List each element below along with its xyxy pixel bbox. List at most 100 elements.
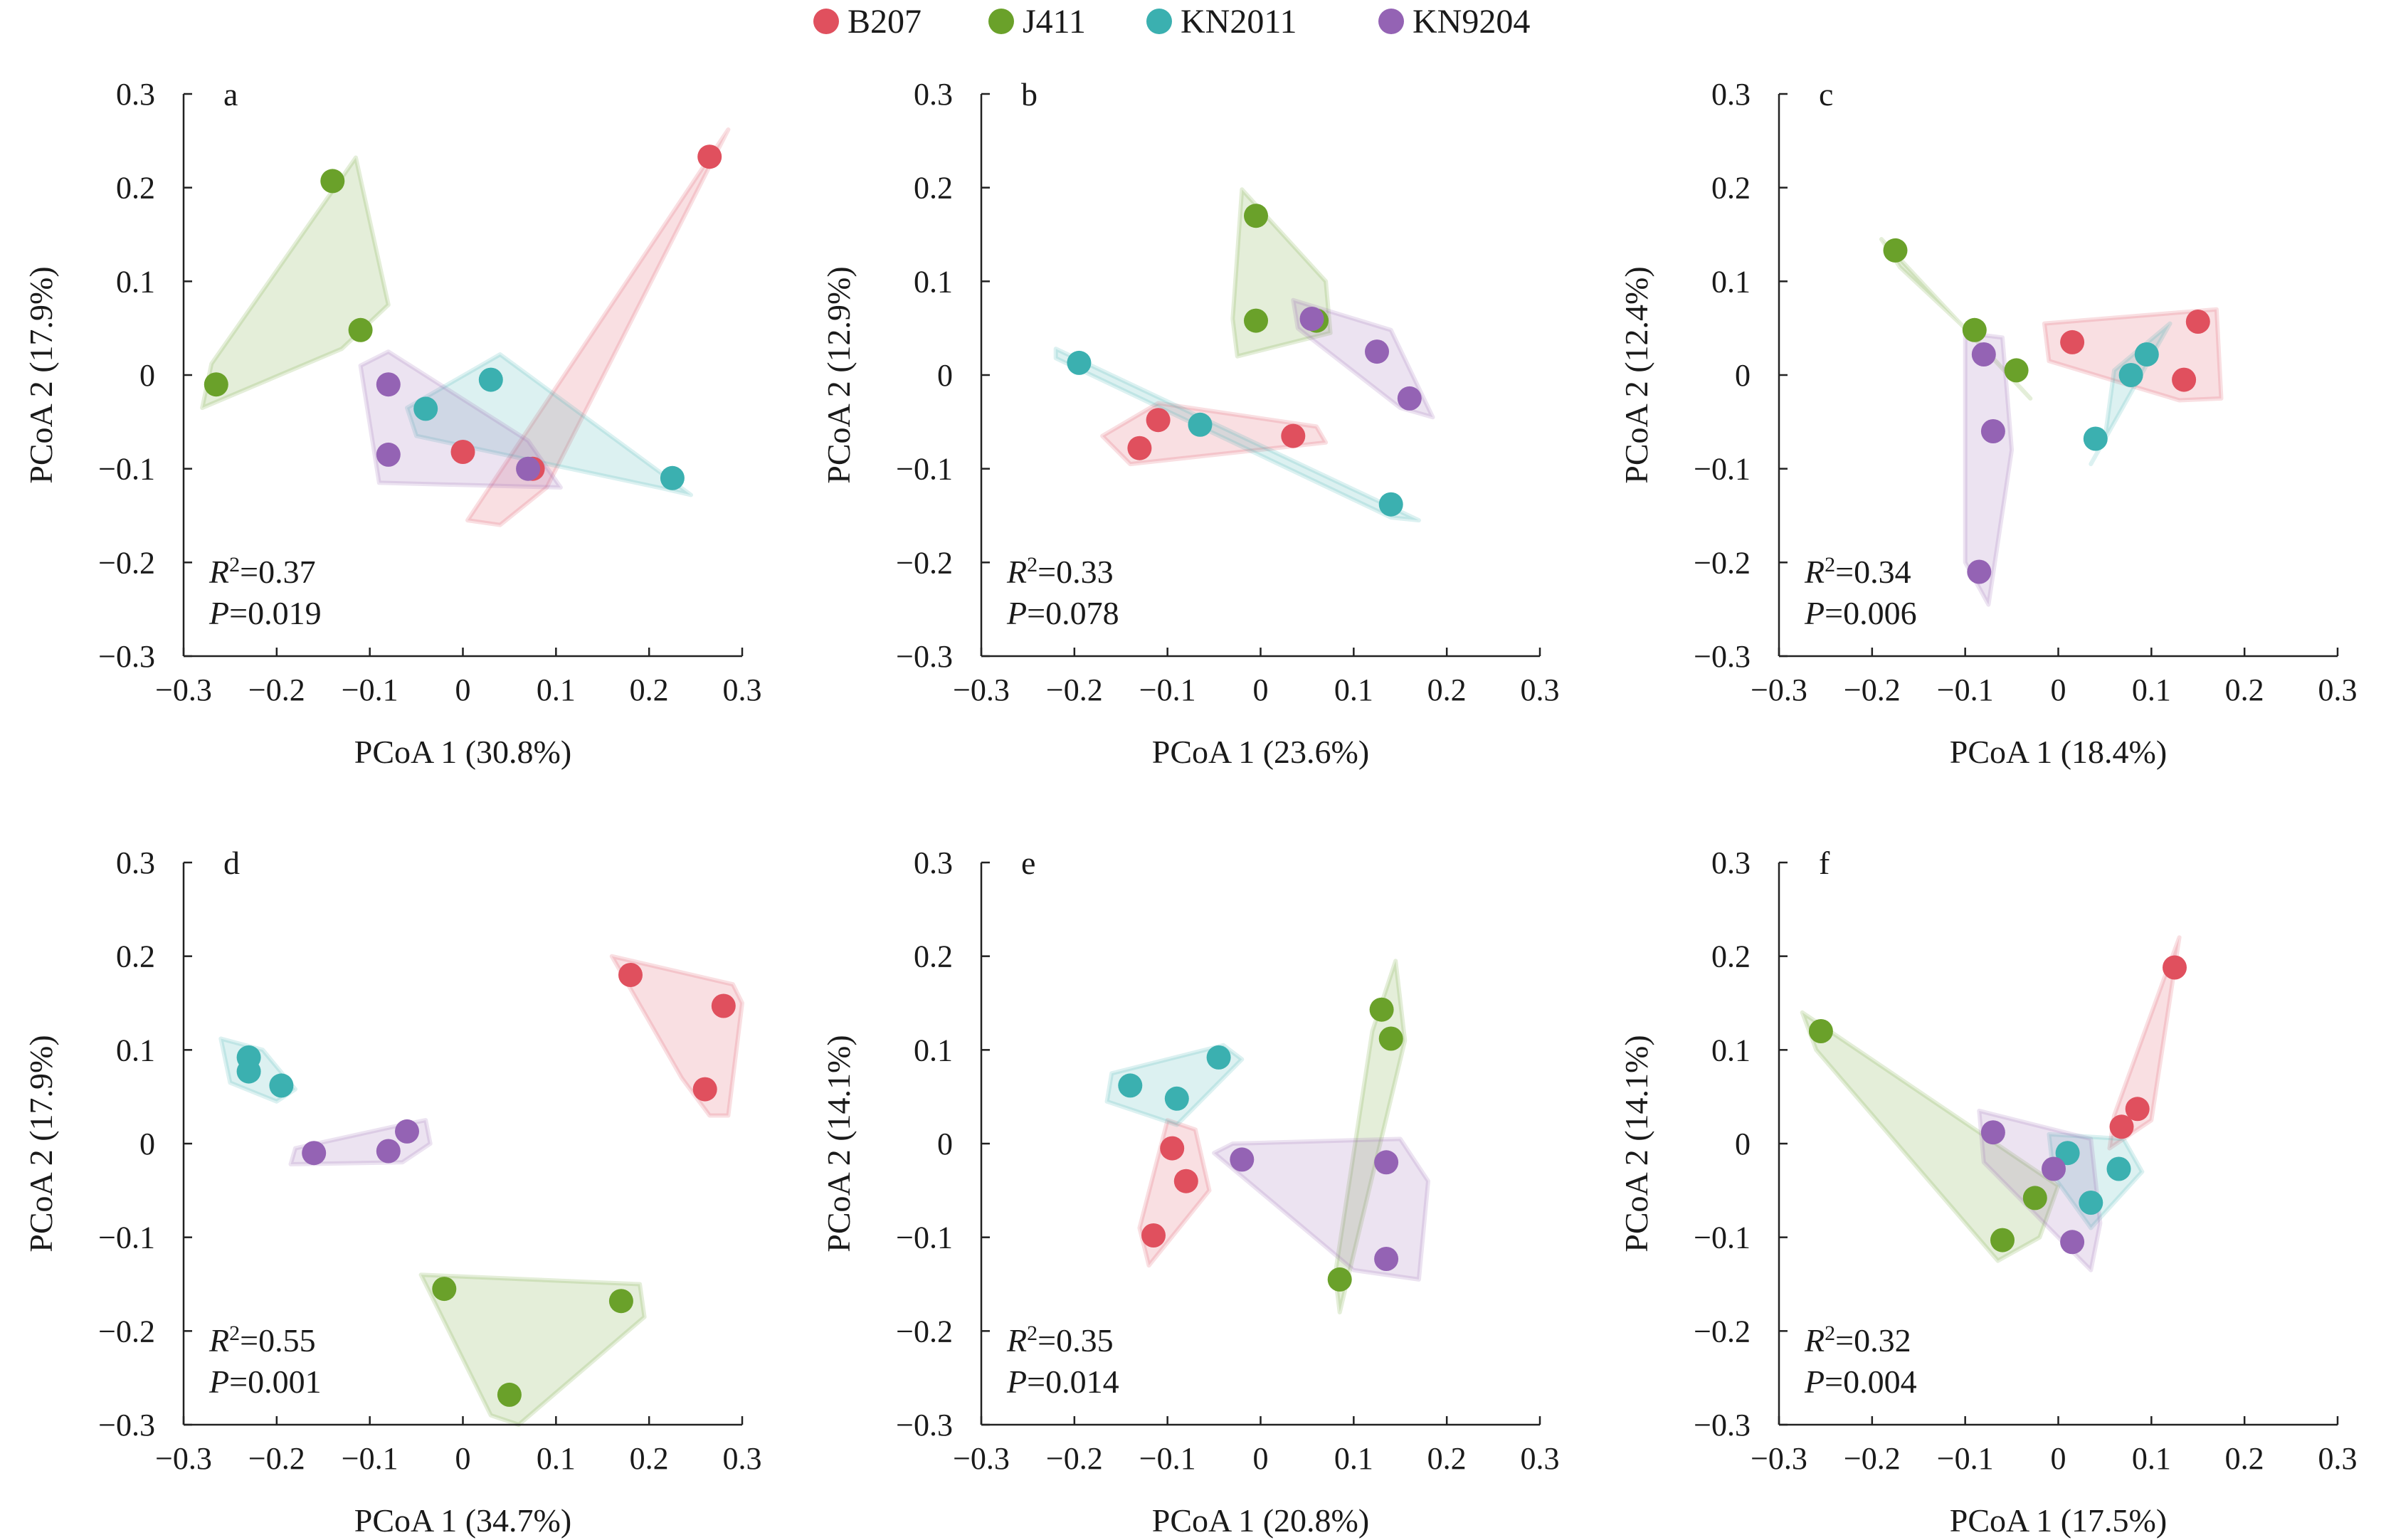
point-kn2011	[2134, 342, 2159, 366]
x-axis-label: PCoA 1 (23.6%)	[1152, 734, 1369, 770]
point-kn2011	[1067, 350, 1092, 375]
point-kn2011	[236, 1059, 261, 1084]
hull-kn9204	[358, 349, 563, 490]
point-j411	[204, 372, 228, 397]
point-b207	[711, 993, 736, 1018]
panel-f: −0.3 −0.2 −0.1 0 0.1 0.2 0.3 0.3 0.2 0.1 0 −0.1 −0.2…	[1618, 845, 2358, 1539]
hull-b207	[609, 954, 744, 1118]
point-b207	[2125, 1097, 2150, 1122]
legend-item-b207: B207	[813, 3, 922, 41]
point-b207	[618, 963, 643, 987]
y-tick-label: 0.1	[1711, 264, 1751, 299]
y-tick-label: −0.3	[98, 1408, 155, 1443]
y-tick-label: −0.1	[98, 452, 155, 487]
p-value-stat: P=0.078	[1006, 595, 1119, 631]
point-kn9204	[376, 442, 401, 467]
point-j411	[1962, 317, 1987, 342]
p-value: 0.006	[1843, 595, 1917, 631]
point-kn9204	[1980, 1120, 2005, 1145]
p-equals: =	[1825, 1364, 1843, 1400]
p-symbol: P	[1006, 595, 1027, 631]
point-b207	[1141, 1223, 1166, 1248]
point-b207	[2109, 1114, 2134, 1139]
p-symbol: P	[1804, 1364, 1825, 1400]
p-symbol: P	[1804, 595, 1825, 631]
r-squared-stat: R2=0.37	[208, 553, 316, 590]
y-axis-label: PCoA 2 (12.9%)	[820, 266, 857, 483]
r-squared-equals: =	[1038, 1322, 1056, 1359]
x-tick-label: 0.2	[1427, 673, 1467, 707]
y-tick-label: 0.3	[914, 845, 953, 880]
x-tick-label: −0.1	[1139, 673, 1196, 707]
r-squared-stat: R2=0.35	[1006, 1322, 1114, 1359]
y-tick-label: 0.3	[1711, 77, 1751, 112]
x-tick-label: −0.1	[342, 1441, 398, 1476]
y-tick-label: 0.3	[914, 77, 953, 112]
legend-item-j411: J411	[988, 3, 1086, 41]
hull-j411	[418, 1272, 647, 1427]
x-tick-label: −0.2	[1844, 1441, 1901, 1476]
y-tick-label: 0.1	[116, 1033, 155, 1067]
y-tick-label: −0.2	[1694, 545, 1751, 580]
x-tick-label: −0.3	[953, 673, 1010, 707]
p-symbol: P	[208, 595, 229, 631]
data-points	[236, 963, 736, 1407]
panel-a: −0.3 −0.2 −0.1 0 0.1 0.2 0.3 0.3 0.2 0.1 0 −0.1 −0.2…	[23, 76, 762, 770]
point-b207	[2172, 367, 2197, 392]
point-kn9204	[1230, 1147, 1255, 1172]
y-tick-label: −0.1	[1694, 452, 1751, 487]
x-axis-label: PCoA 1 (34.7%)	[354, 1502, 571, 1539]
y-tick-label: 0	[937, 358, 953, 393]
x-tick-label: −0.2	[1046, 1441, 1103, 1476]
hull-kn2011	[1104, 1043, 1245, 1127]
y-tick-label: 0.3	[116, 77, 155, 112]
y-tick-label: −0.2	[1694, 1314, 1751, 1349]
r-squared-equals: =	[1835, 554, 1854, 590]
x-tick-label: 0.2	[1427, 1441, 1467, 1476]
x-tick-label: 0.1	[537, 1441, 576, 1476]
point-kn2011	[2055, 1141, 2080, 1166]
point-kn9204	[1967, 559, 1992, 584]
y-tick-label: 0.2	[116, 939, 155, 974]
y-tick-label: −0.2	[98, 545, 155, 580]
p-value-stat: P=0.006	[1804, 595, 1917, 631]
y-axis-label: PCoA 2 (17.9%)	[23, 1035, 59, 1252]
x-tick-label: −0.3	[953, 1441, 1010, 1476]
x-tick-label: 0	[2051, 1441, 2066, 1476]
r-squared-equals: =	[1835, 1322, 1854, 1359]
point-kn9204	[1374, 1150, 1399, 1175]
x-tick-label: −0.2	[248, 673, 305, 707]
point-b207	[692, 1077, 717, 1102]
point-kn2011	[2083, 426, 2108, 451]
hull-b207	[465, 127, 731, 527]
r-squared-exponent: 2	[229, 1322, 240, 1345]
point-kn9204	[2060, 1230, 2085, 1255]
y-tick-label: 0.2	[914, 171, 953, 206]
point-kn9204	[395, 1119, 419, 1144]
y-tick-label: −0.2	[896, 1314, 953, 1349]
y-axis-label: PCoA 2 (12.4%)	[1618, 266, 1654, 483]
y-tick-label: 0	[139, 1127, 155, 1161]
y-tick-label: 0	[937, 1127, 953, 1161]
x-tick-label: 0.1	[537, 673, 576, 707]
group-hulls	[200, 127, 731, 527]
y-tick-label: −0.3	[98, 639, 155, 674]
x-tick-label: −0.1	[1937, 673, 1994, 707]
r-squared-stat: R2=0.32	[1804, 1322, 1911, 1359]
y-tick-label: −0.3	[896, 639, 953, 674]
data-points	[1883, 238, 2210, 584]
point-j411	[497, 1382, 522, 1407]
x-tick-label: 0.3	[723, 1441, 762, 1476]
r-squared-value: 0.34	[1854, 554, 1911, 590]
point-b207	[1146, 408, 1171, 433]
point-b207	[1173, 1169, 1198, 1193]
point-b207	[1160, 1136, 1185, 1161]
point-kn9204	[376, 1139, 401, 1164]
panel-letter: b	[1021, 76, 1038, 112]
y-tick-label: −0.1	[1694, 1220, 1751, 1255]
hull-kn9204	[1212, 1136, 1430, 1282]
r-squared-symbol: R	[208, 1322, 229, 1359]
x-tick-label: 0.3	[2318, 673, 2358, 707]
hull-kn9204	[1291, 297, 1435, 420]
point-b207	[2060, 329, 2085, 354]
